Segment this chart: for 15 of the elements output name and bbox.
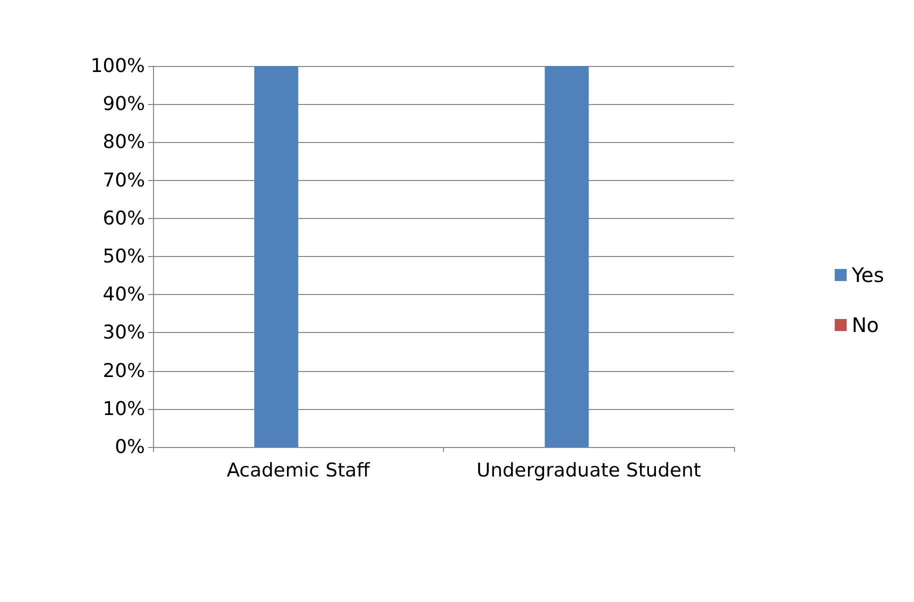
y-tick-label: 60% bbox=[102, 207, 145, 230]
y-tick-label: 90% bbox=[102, 93, 145, 116]
y-tick-label: 100% bbox=[90, 55, 145, 77]
y-tick-label: 10% bbox=[102, 398, 145, 420]
y-tick-label: 80% bbox=[102, 131, 145, 154]
y-tick-label: 30% bbox=[102, 322, 145, 344]
y-tick-label: 70% bbox=[102, 169, 145, 192]
y-tick-label: 0% bbox=[114, 436, 145, 458]
y-tick-label: 20% bbox=[102, 360, 145, 382]
x-tick-label: Undergraduate Student bbox=[476, 460, 701, 482]
legend-label: No bbox=[852, 313, 879, 337]
legend-label: Yes bbox=[850, 263, 884, 287]
x-tick-label: Academic Staff bbox=[226, 460, 371, 482]
y-tick-label: 40% bbox=[102, 284, 145, 306]
y-tick-label: 50% bbox=[102, 246, 145, 268]
